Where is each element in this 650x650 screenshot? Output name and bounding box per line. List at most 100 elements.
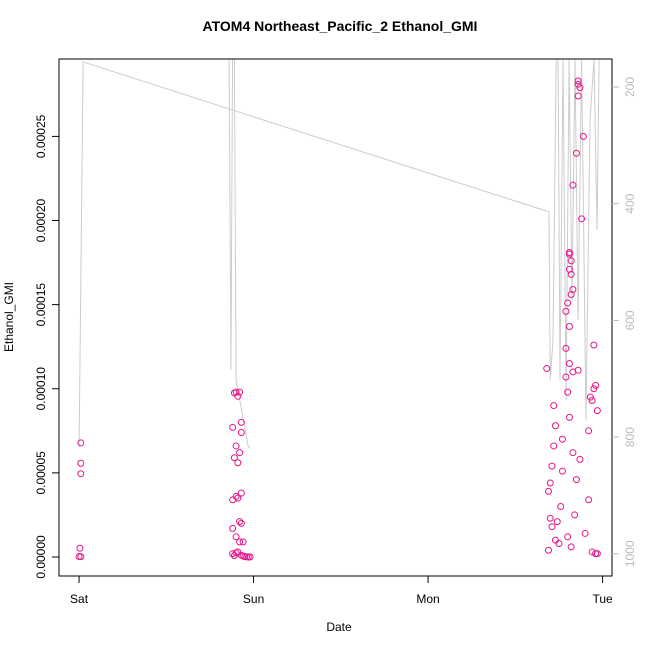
data-point	[565, 413, 573, 421]
data-point	[546, 479, 554, 487]
data-point	[0, 552, 3, 558]
y-tick-label: 0.00015	[34, 283, 48, 327]
data-point	[590, 385, 598, 393]
data-point	[229, 423, 237, 431]
data-point	[565, 360, 573, 368]
data-point	[237, 428, 245, 436]
chart-title: ATOM4 Northeast_Pacific_2 Ethanol_GMI	[203, 18, 478, 34]
data-point	[236, 518, 244, 526]
data-point	[565, 323, 573, 331]
y2-tick-label: 400	[623, 193, 637, 213]
data-point	[564, 533, 572, 541]
data-point	[236, 449, 244, 457]
data-point	[239, 538, 247, 546]
data-point	[562, 373, 570, 381]
y2-tick-label: 200	[623, 77, 637, 97]
data-point	[544, 546, 552, 554]
data-point	[565, 250, 573, 258]
data-point	[77, 459, 85, 467]
data-point	[576, 455, 584, 463]
data-point	[574, 77, 582, 85]
data-point	[572, 149, 580, 157]
data-point	[543, 365, 551, 373]
data-point	[576, 84, 584, 92]
data-point	[569, 368, 577, 376]
y-axis-label: Ethanol_GMI	[2, 282, 16, 352]
data-point	[230, 552, 238, 560]
data-point	[544, 487, 552, 495]
data-point	[237, 519, 245, 527]
data-point	[564, 299, 572, 307]
data-point	[593, 550, 601, 558]
data-point	[558, 467, 566, 475]
data-point	[592, 381, 600, 389]
data-point	[76, 544, 84, 552]
data-point	[229, 524, 237, 532]
data-point	[558, 435, 566, 443]
y-tick-label: 0.00025	[34, 114, 48, 158]
x-tick-label: Mon	[416, 592, 439, 606]
data-point	[548, 462, 556, 470]
data-point	[232, 388, 240, 396]
y-tick-label: 0.00010	[34, 367, 48, 411]
data-point	[232, 492, 240, 500]
data-point	[574, 80, 582, 88]
pressure-line	[78, 59, 603, 448]
data-point	[77, 553, 85, 561]
data-point	[586, 393, 594, 401]
y-tick-label: 0.00000	[34, 535, 48, 579]
y-tick-label: 0.00020	[34, 199, 48, 243]
data-point	[572, 476, 580, 484]
data-point	[551, 422, 559, 430]
data-point	[77, 470, 85, 478]
data-point	[567, 543, 575, 551]
x-tick-label: Sat	[70, 592, 89, 606]
data-point	[0, 554, 3, 560]
data-point	[564, 388, 572, 396]
data-point	[579, 132, 587, 140]
data-point	[236, 388, 244, 396]
data-point	[553, 518, 561, 526]
data-point	[232, 442, 240, 450]
data-point	[236, 538, 244, 546]
y2-tick-label: 600	[623, 310, 637, 330]
data-point	[567, 291, 575, 299]
data-point	[574, 92, 582, 100]
data-point	[585, 496, 593, 504]
data-point	[593, 407, 601, 415]
data-point	[234, 392, 242, 400]
data-point	[562, 344, 570, 352]
data-point	[569, 449, 577, 457]
data-point	[567, 270, 575, 278]
data-point	[548, 523, 556, 531]
data-point	[557, 503, 565, 511]
data-point	[246, 553, 254, 561]
plot-area	[0, 59, 603, 561]
data-point	[237, 489, 245, 497]
y2-tick-label: 1000	[623, 540, 637, 567]
data-point	[232, 533, 240, 541]
x-axis-label: Date	[326, 620, 352, 634]
data-point	[578, 215, 586, 223]
data-point	[77, 439, 85, 447]
data-point	[567, 257, 575, 265]
data-point	[585, 427, 593, 435]
data-point	[569, 181, 577, 189]
x-tick-label: Sun	[243, 592, 264, 606]
data-point	[0, 552, 3, 558]
data-point	[562, 307, 570, 315]
data-point	[237, 418, 245, 426]
data-point	[571, 511, 579, 519]
data-point	[550, 442, 558, 450]
data-point	[555, 540, 563, 548]
y2-tick-label: 800	[623, 427, 637, 447]
y-tick-label: 0.00005	[34, 451, 48, 495]
data-point	[546, 514, 554, 522]
data-point	[581, 529, 589, 537]
x-tick-label: Tue	[592, 592, 613, 606]
data-point	[590, 341, 598, 349]
data-point	[234, 459, 242, 467]
data-point	[229, 496, 237, 504]
